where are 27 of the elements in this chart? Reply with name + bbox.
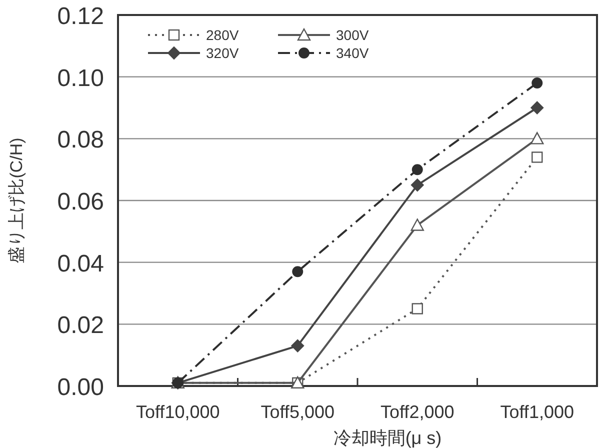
y-tick-label: 0.12 bbox=[57, 3, 104, 30]
point bbox=[532, 152, 543, 163]
point bbox=[532, 78, 543, 89]
x-axis-title: 冷却時間(μ s) bbox=[333, 428, 442, 448]
point bbox=[530, 101, 544, 114]
y-tick-label: 0.08 bbox=[57, 126, 104, 154]
x-tick-label: Toff5,000 bbox=[260, 402, 334, 422]
point bbox=[292, 266, 304, 278]
point bbox=[412, 303, 423, 314]
point bbox=[410, 218, 424, 231]
point bbox=[530, 132, 544, 144]
legend-label: 320V bbox=[206, 45, 240, 61]
legend-label: 280V bbox=[206, 27, 240, 43]
y-tick-label: 0.02 bbox=[57, 312, 104, 340]
legend-label: 300V bbox=[336, 27, 370, 43]
y-tick-label: 0.06 bbox=[57, 188, 104, 216]
x-tick-label: Toff1,000 bbox=[500, 402, 574, 422]
y-tick-label: 0.10 bbox=[57, 64, 104, 92]
x-tick-label: Toff10,000 bbox=[136, 402, 220, 422]
point bbox=[410, 178, 424, 192]
y-tick-label: 0.00 bbox=[57, 374, 104, 401]
point bbox=[291, 339, 304, 352]
y-tick-label: 0.04 bbox=[57, 250, 104, 278]
y-axis-title: 盛り上げ比(C/H) bbox=[7, 138, 26, 264]
legend-label: 340V bbox=[336, 45, 370, 61]
x-tick-label: Toff2,000 bbox=[380, 402, 454, 422]
point bbox=[412, 164, 423, 176]
